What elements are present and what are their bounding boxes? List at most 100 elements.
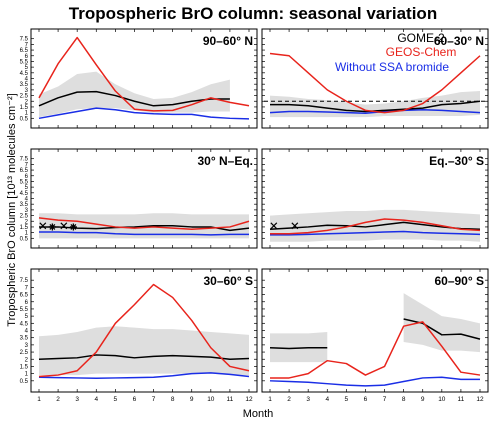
series-line-gome2 <box>403 318 481 340</box>
series-line-without-ssa <box>39 231 249 236</box>
panel-1: 0.511.522.533.544.555.566.577.5 90–60° N <box>20 28 258 129</box>
x-tick-label: 5 <box>114 396 118 403</box>
y-tick-label: 5.5 <box>20 59 29 65</box>
series-line-geoschem <box>38 283 250 378</box>
y-tick-label: 5 <box>25 185 29 191</box>
panel-label: Eq.–30° S <box>429 154 484 168</box>
x-tick-label: 1 <box>37 396 41 403</box>
y-tick-label: 2 <box>25 357 29 363</box>
x-tick-label: 10 <box>438 396 446 403</box>
y-tick-label: 6.5 <box>20 168 29 174</box>
y-tick-label: 7.5 <box>20 37 29 43</box>
y-tick-label: 3.5 <box>20 202 29 208</box>
panel-5: 0.511.522.533.544.555.566.577.51 2 3 4 5 6 7 8 9… <box>20 268 258 403</box>
y-tick-label: 4.5 <box>20 321 29 327</box>
x-tick-label: 4 <box>94 396 98 403</box>
series-line-without-ssa <box>269 376 480 387</box>
y-tick-label: 3 <box>25 88 29 94</box>
y-tick-label: 1 <box>25 231 29 237</box>
series-line-without-ssa <box>270 230 481 236</box>
y-tick-label: 0.5 <box>20 379 29 385</box>
series-line-gome2 <box>269 221 481 230</box>
legend-gome: GOME-2 <box>397 31 445 45</box>
panel-label: 30° N–Eq. <box>198 154 254 168</box>
x-tick-label: 12 <box>245 396 253 403</box>
uncertainty-band <box>270 331 328 363</box>
panel-3: 0.511.522.533.544.555.566.577.5 30° N–Eq. <box>20 148 258 249</box>
series-line-geoschem <box>270 321 481 379</box>
y-tick-label: 6.5 <box>20 293 29 299</box>
y-tick-label: 2.5 <box>20 94 29 100</box>
legend: GOME-2 GEOS-Chem Without SSA bromide <box>335 31 456 74</box>
y-tick-label: 5 <box>25 314 29 320</box>
series-line-without-ssa <box>38 372 250 379</box>
x-axis-label: Month <box>243 408 274 420</box>
marker-x <box>39 222 47 230</box>
y-tick-label: 1 <box>25 111 29 117</box>
y-tick-label: 6 <box>25 174 29 180</box>
series-line-geoschem <box>38 217 250 230</box>
marker-asterisk <box>48 223 56 231</box>
y-tick-label: 5.5 <box>20 307 29 313</box>
y-tick-label: 6 <box>25 54 29 60</box>
figure-title: Tropospheric BrO column: seasonal variat… <box>69 4 437 23</box>
series-line-geoschem <box>270 218 481 235</box>
y-tick-label: 4 <box>25 197 29 203</box>
uncertainty-band <box>39 326 249 376</box>
y-tick-label: 4.5 <box>20 71 29 77</box>
panel-2: 60–30° N <box>261 28 489 129</box>
y-tick-label: 7 <box>25 285 29 291</box>
panel-label: 60–30° N <box>434 34 484 48</box>
y-tick-label: 1.5 <box>20 105 29 111</box>
y-tick-label: 4.5 <box>20 191 29 197</box>
y-tick-label: 4 <box>25 77 29 83</box>
x-tick-label: 4 <box>325 396 329 403</box>
uncertainty-band <box>403 293 480 353</box>
y-tick-label: 2 <box>25 99 29 105</box>
y-tick-label: 2 <box>25 219 29 225</box>
y-tick-label: 3.5 <box>20 82 29 88</box>
y-axis-label: Tropospheric BrO column [10¹³ molecules … <box>6 93 18 326</box>
uncertainty-band <box>39 71 230 118</box>
x-tick-label: 3 <box>75 396 79 403</box>
y-tick-label: 3 <box>25 208 29 214</box>
y-tick-label: 5.5 <box>20 179 29 185</box>
y-tick-label: 6 <box>25 300 29 306</box>
marker-x <box>291 222 299 230</box>
x-tick-label: 1 <box>268 396 272 403</box>
panel-4: Eq.–30° S <box>261 148 489 249</box>
x-tick-label: 9 <box>421 396 425 403</box>
x-tick-label: 7 <box>152 396 156 403</box>
x-tick-label: 12 <box>476 396 484 403</box>
marker-x <box>60 222 68 230</box>
panel-label: 30–60° S <box>203 274 253 288</box>
y-tick-label: 7.5 <box>20 278 29 284</box>
x-tick-label: 11 <box>458 396 465 403</box>
legend-ssa: Without SSA bromide <box>335 60 449 74</box>
series-line-gome2 <box>38 90 230 107</box>
legend-geos: GEOS-Chem <box>386 45 457 59</box>
y-tick-label: 3.5 <box>20 336 29 342</box>
marker-x <box>270 222 278 230</box>
x-tick-label: 7 <box>383 396 387 403</box>
y-tick-label: 2.5 <box>20 350 29 356</box>
y-tick-label: 5 <box>25 65 29 71</box>
y-tick-label: 2.5 <box>20 214 29 220</box>
x-tick-label: 2 <box>287 396 291 403</box>
x-tick-label: 6 <box>133 396 137 403</box>
x-tick-label: 8 <box>171 396 175 403</box>
panel-label: 60–90° S <box>434 274 484 288</box>
series-line-gome2 <box>269 347 328 350</box>
y-tick-label: 0.5 <box>20 116 29 122</box>
y-tick-label: 1 <box>25 372 29 378</box>
series-line-geoschem <box>38 36 250 112</box>
y-tick-label: 6.5 <box>20 48 29 54</box>
x-tick-label: 3 <box>306 396 310 403</box>
y-tick-label: 1.5 <box>20 364 29 370</box>
x-tick-label: 11 <box>227 396 234 403</box>
y-tick-label: 1.5 <box>20 225 29 231</box>
y-tick-label: 3 <box>25 343 29 349</box>
